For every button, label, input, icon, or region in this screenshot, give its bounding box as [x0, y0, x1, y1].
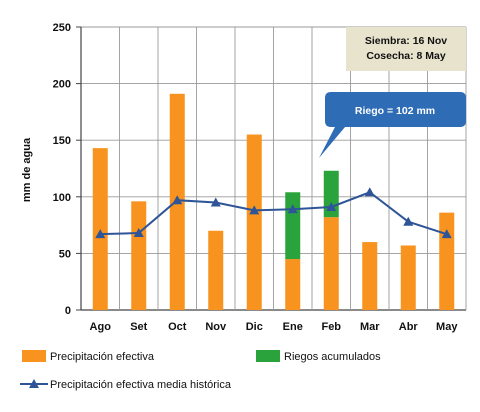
line-media-historica	[100, 191, 448, 236]
bar-layer	[92, 93, 455, 311]
y-tick-label-250: 250	[53, 22, 71, 34]
legend-item-riegos-acumulados: Riegos acumulados	[256, 350, 381, 363]
y-tick-label-150: 150	[53, 135, 71, 147]
bar-precipitacion-ene	[285, 259, 301, 310]
info-box: Siembra: 16 Nov Cosecha: 8 May	[346, 27, 466, 71]
legend-triangle-marker	[29, 379, 39, 388]
legend-label-media-historica: Precipitación efectiva media histórica	[50, 379, 232, 391]
bar-precipitacion-mar	[362, 242, 378, 310]
bar-precipitacion-set	[131, 201, 147, 310]
legend: Precipitación efectiva Riegos acumulados…	[20, 350, 381, 391]
x-tick-label-dic: Dic	[246, 321, 263, 333]
info-box-background	[346, 27, 466, 71]
legend-swatch-green	[256, 350, 280, 362]
point-media-historica-may	[441, 229, 452, 239]
bar-precipitacion-ago	[92, 148, 108, 310]
bar-precipitacion-may	[439, 212, 455, 310]
y-tick-label-100: 100	[53, 192, 71, 204]
legend-swatch-orange	[22, 350, 46, 362]
y-tick-label-50: 50	[59, 248, 71, 260]
legend-label-riegos-acumulados: Riegos acumulados	[284, 351, 381, 363]
y-tick-label-0: 0	[65, 305, 71, 317]
callout-text: Riego = 102 mm	[355, 105, 435, 117]
callout-background	[319, 92, 466, 158]
point-media-historica-feb	[326, 201, 337, 211]
point-media-historica-oct	[172, 195, 183, 205]
x-tick-label-abr: Abr	[399, 321, 419, 333]
point-media-historica-set	[133, 228, 144, 238]
x-tick-label-set: Set	[130, 321, 147, 333]
x-tick-label-ene: Ene	[283, 321, 303, 333]
x-tick-label-may: May	[436, 321, 458, 333]
legend-item-precipitacion-efectiva: Precipitación efectiva	[22, 350, 155, 363]
bar-precipitacion-dic	[246, 134, 262, 310]
callout: Riego = 102 mm	[319, 92, 466, 158]
bar-precipitacion-feb	[323, 217, 339, 310]
info-box-line1: Siembra: 16 Nov	[365, 35, 447, 47]
y-tick-label-200: 200	[53, 79, 71, 91]
bar-precipitacion-abr	[400, 245, 416, 310]
x-tick-label-oct: Oct	[168, 321, 187, 333]
bar-riegos-ene	[285, 192, 301, 260]
legend-item-media-historica: Precipitación efectiva media histórica	[20, 379, 232, 391]
axis-layer: 0 50 100 150 200 250 Ago Set Oct Nov Dic Ene Feb Mar A…	[53, 22, 459, 333]
line-layer	[95, 187, 452, 239]
point-media-historica-abr	[403, 216, 414, 226]
y-axis-title: mm de agua	[21, 137, 33, 202]
info-box-line2: Cosecha: 8 May	[366, 50, 446, 62]
point-media-historica-ene	[287, 204, 298, 214]
x-tick-label-ago: Ago	[90, 321, 112, 333]
x-tick-label-feb: Feb	[321, 321, 341, 333]
point-media-historica-nov	[210, 197, 221, 207]
bar-precipitacion-nov	[208, 230, 224, 310]
grid-layer	[80, 26, 467, 311]
legend-label-precipitacion-efectiva: Precipitación efectiva	[50, 351, 155, 363]
point-media-historica-ago	[95, 229, 106, 239]
x-tick-label-nov: Nov	[205, 321, 227, 333]
point-media-historica-mar	[364, 187, 375, 197]
point-media-historica-dic	[249, 205, 260, 215]
x-tick-label-mar: Mar	[360, 321, 380, 333]
